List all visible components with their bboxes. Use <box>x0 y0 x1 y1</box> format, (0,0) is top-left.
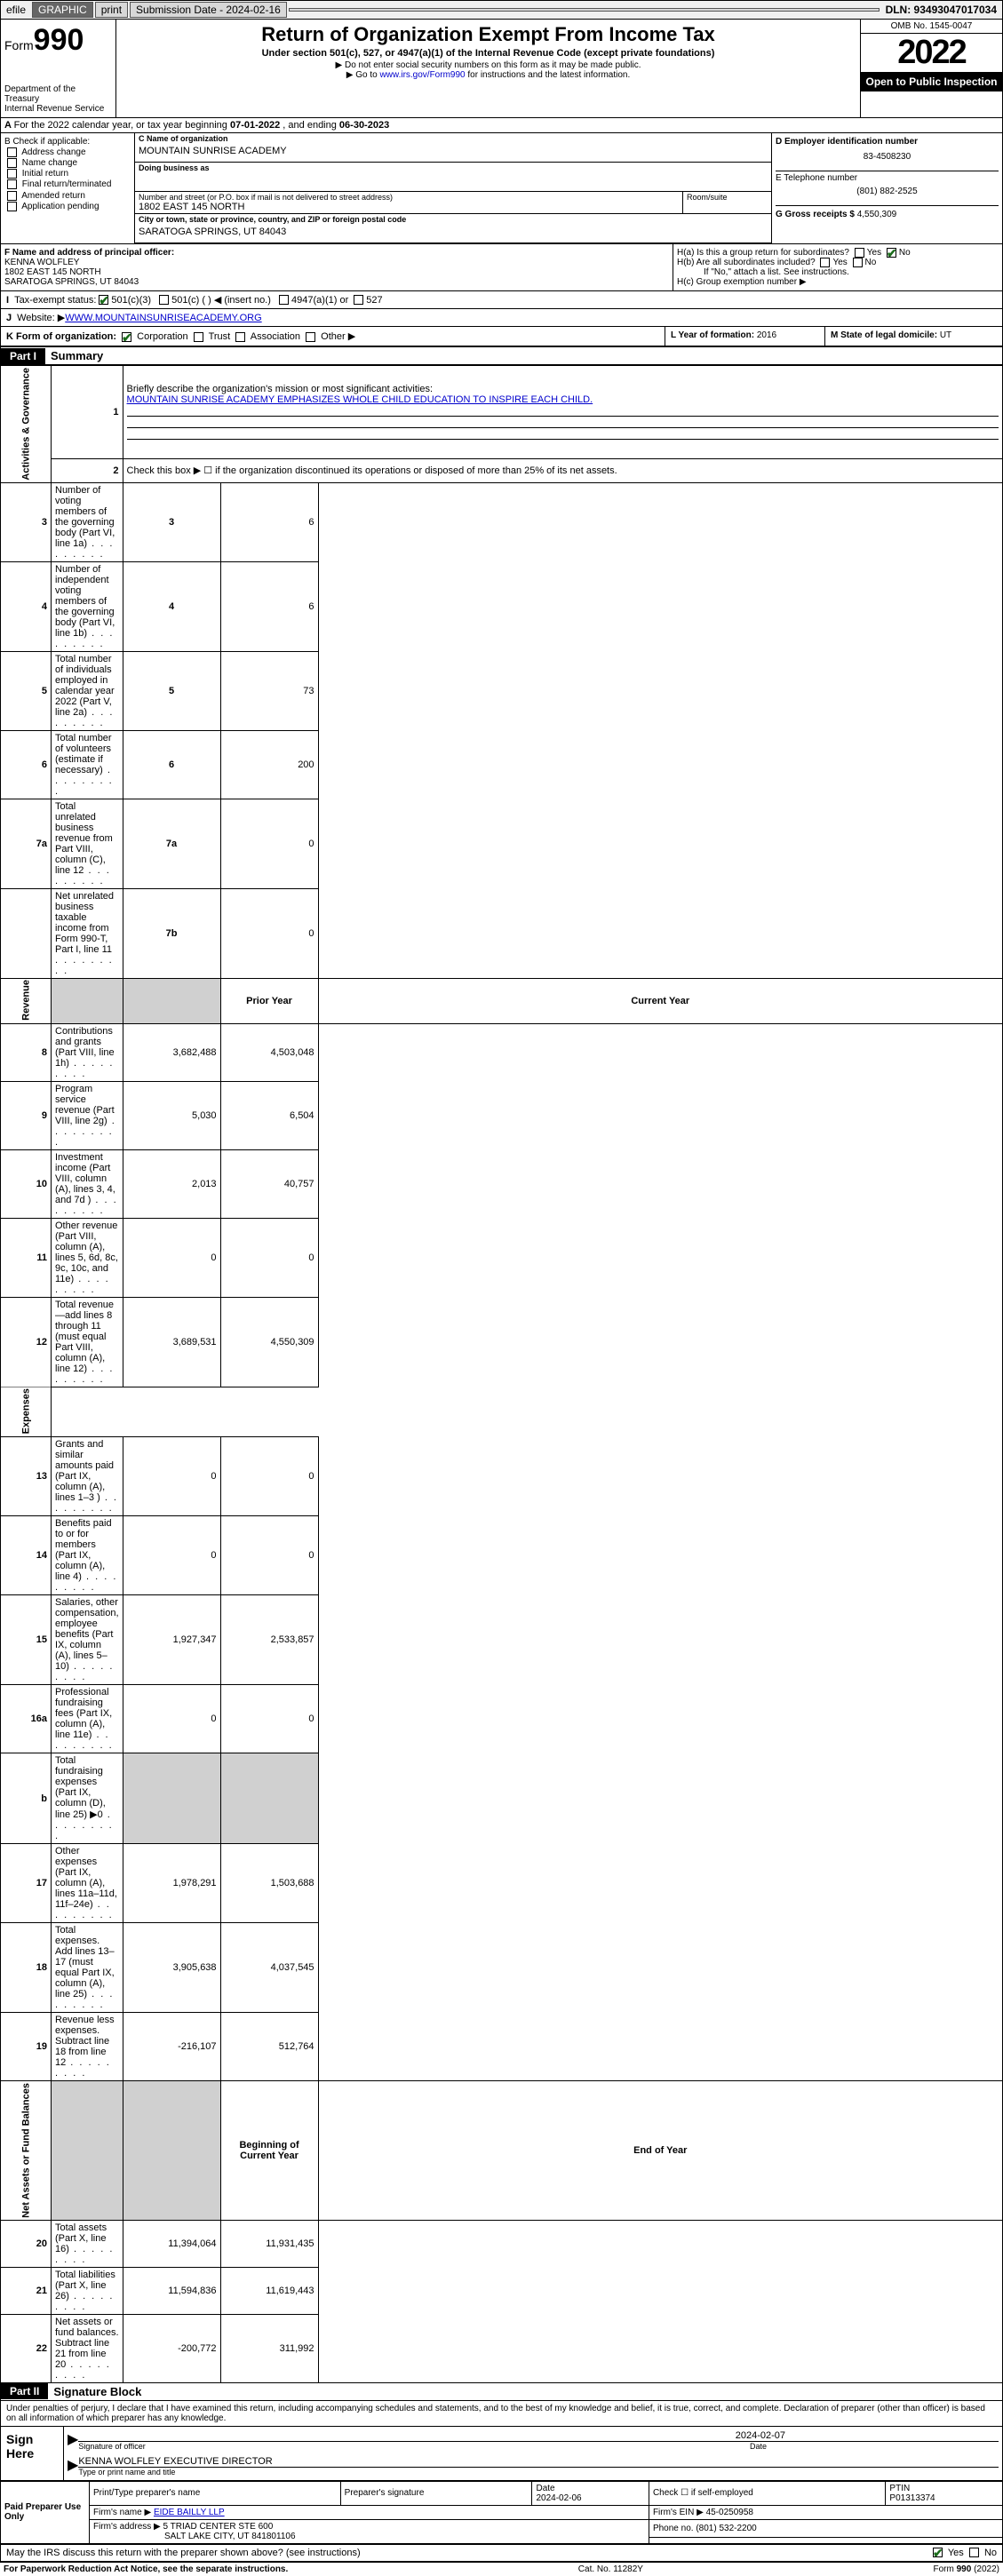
row-j-website: J Website: ▶ WWW.MOUNTAINSUNRISEACADEMY.… <box>0 308 1003 326</box>
dln: DLN: 93493047017034 <box>880 2 1002 18</box>
signature-block: Under penalties of perjury, I declare th… <box>0 2401 1003 2481</box>
chk-name-change[interactable]: Name change <box>4 158 131 168</box>
chk-final[interactable]: Final return/terminated <box>4 179 131 189</box>
side-governance: Activities & Governance <box>1 366 52 483</box>
subtitle-3: ▶ Go to www.irs.gov/Form990 for instruct… <box>120 70 856 80</box>
summary-table: Activities & Governance 1 Briefly descri… <box>0 365 1003 2383</box>
col-c-name-address: C Name of organization MOUNTAIN SUNRISE … <box>134 133 771 243</box>
city-state-zip: SARATOGA SPRINGS, UT 84043 <box>135 225 771 242</box>
chk-address-change[interactable]: Address change <box>4 147 131 157</box>
form-title: Return of Organization Exempt From Incom… <box>120 23 856 46</box>
chk-pending[interactable]: Application pending <box>4 202 131 211</box>
arrow-icon: ▶ <box>68 2456 78 2477</box>
h-b: H(b) Are all subordinates included? Yes … <box>677 258 999 267</box>
side-expenses: Expenses <box>1 1387 52 1436</box>
street-address: 1802 EAST 145 NORTH <box>139 202 679 212</box>
section-fh: F Name and address of principal officer:… <box>0 243 1003 290</box>
subtitle-1: Under section 501(c), 527, or 4947(a)(1)… <box>120 48 856 59</box>
part-ii-header: Part II <box>1 2383 48 2399</box>
chk-discuss-yes[interactable] <box>933 2548 943 2557</box>
spacer <box>289 8 880 12</box>
discuss-row: May the IRS discuss this return with the… <box>0 2544 1003 2562</box>
part-i-header: Part I <box>1 348 45 364</box>
sig-date: 2024-02-07 <box>78 2430 999 2442</box>
page-footer: For Paperwork Reduction Act Notice, see … <box>0 2562 1003 2576</box>
org-name: MOUNTAIN SUNRISE ACADEMY <box>135 144 771 162</box>
subtitle-2: ▶ Do not enter social security numbers o… <box>120 60 856 70</box>
efile-label: efile <box>1 2 31 18</box>
form-label: Form990 <box>4 23 112 58</box>
website-link[interactable]: WWW.MOUNTAINSUNRISEACADEMY.ORG <box>65 313 261 323</box>
chk-501c3[interactable] <box>99 295 108 305</box>
section-bcd: B Check if applicable: Address change Na… <box>0 133 1003 243</box>
chk-discuss-no[interactable] <box>969 2548 979 2557</box>
ein: 83-4508230 <box>776 147 999 171</box>
h-a: H(a) Is this a group return for subordin… <box>677 248 999 258</box>
irs-label: Internal Revenue Service <box>4 104 112 114</box>
mission: MOUNTAIN SUNRISE ACADEMY EMPHASIZES WHOL… <box>127 394 593 405</box>
officer-name: KENNA WOLFLEY <box>4 258 79 267</box>
top-bar: efile GRAPHIC print Submission Date - 20… <box>0 0 1003 20</box>
phone: (801) 882-2525 <box>776 183 999 205</box>
dept-label: Department of the Treasury <box>4 84 112 104</box>
irs-link[interactable]: www.irs.gov/Form990 <box>379 70 465 80</box>
gross-receipts: G Gross receipts $ 4,550,309 <box>776 205 999 219</box>
submission-date: Submission Date - 2024-02-16 <box>130 2 287 18</box>
col-d-ein-phone: D Employer identification number 83-4508… <box>771 133 1002 243</box>
side-revenue: Revenue <box>1 978 52 1023</box>
dba <box>135 173 771 191</box>
omb-number: OMB No. 1545-0047 <box>861 20 1002 34</box>
row-a-tax-year: A For the 2022 calendar year, or tax yea… <box>0 118 1003 133</box>
public-inspection: Open to Public Inspection <box>861 72 1002 91</box>
h-c: H(c) Group exemption number ▶ <box>677 277 999 287</box>
row-k: K Form of organization: Corporation Trus… <box>0 326 1003 346</box>
print-button[interactable]: print <box>95 2 128 18</box>
chk-initial[interactable]: Initial return <box>4 169 131 179</box>
arrow-icon: ▶ <box>68 2430 78 2451</box>
row-i-tax-status: ITax-exempt status: 501(c)(3) 501(c) ( )… <box>0 290 1003 308</box>
tax-year: 2022 <box>861 34 1002 72</box>
officer-signed-name: KENNA WOLFLEY EXECUTIVE DIRECTOR <box>78 2456 999 2468</box>
chk-amended[interactable]: Amended return <box>4 191 131 201</box>
paid-preparer-table: Paid Preparer Use Only Print/Type prepar… <box>0 2481 1003 2544</box>
side-netassets: Net Assets or Fund Balances <box>1 2081 52 2221</box>
graphic-button[interactable]: GRAPHIC <box>32 2 93 18</box>
form-header: Form990 Department of the Treasury Inter… <box>0 20 1003 118</box>
col-b-checkboxes: B Check if applicable: Address change Na… <box>1 133 134 243</box>
firm-name-link[interactable]: EIDE BAILLY LLP <box>154 2508 225 2517</box>
